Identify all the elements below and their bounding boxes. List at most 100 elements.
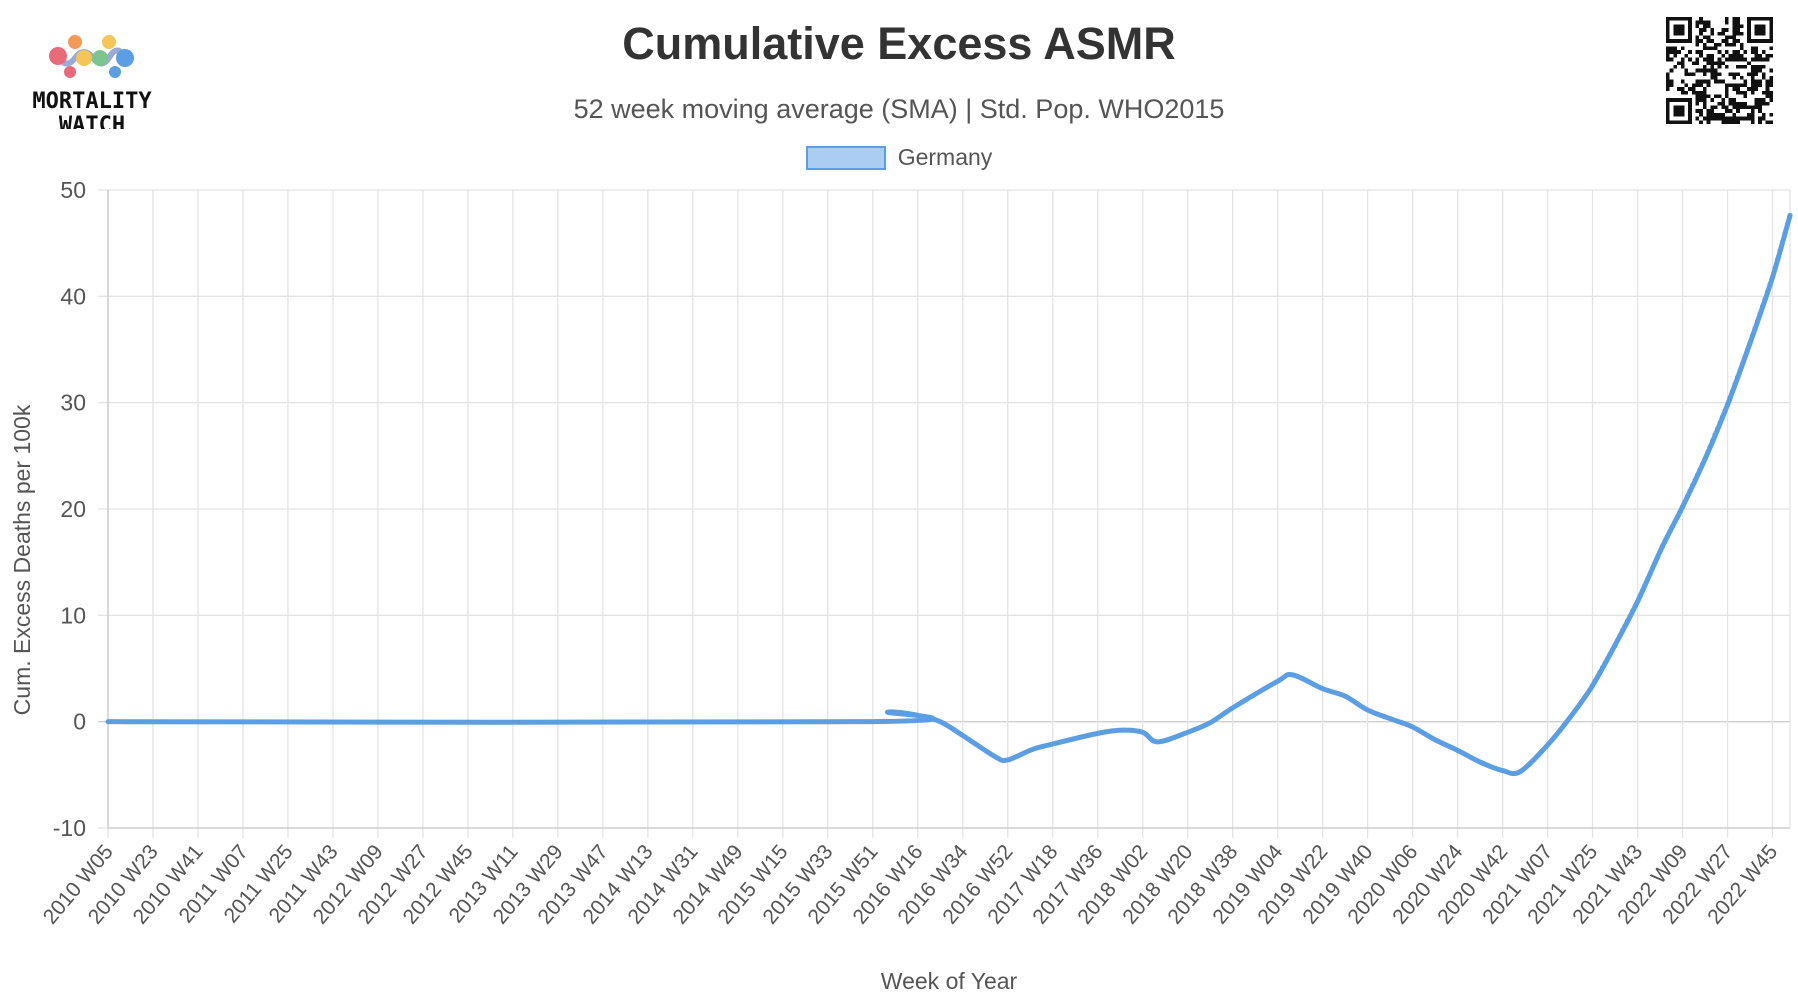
- series-point: [1592, 678, 1598, 684]
- series-point: [1637, 593, 1643, 599]
- series-point: [1677, 509, 1683, 515]
- y-tick-label: 40: [60, 283, 86, 309]
- series-point: [1682, 498, 1688, 505]
- series-point: [1717, 420, 1723, 426]
- y-tick-label: 0: [73, 709, 86, 735]
- y-tick-label: 10: [60, 602, 86, 628]
- y-tick-label: -10: [53, 815, 86, 841]
- series-point: [1742, 354, 1748, 360]
- x-axis-title: Week of Year: [881, 968, 1018, 994]
- series-point: [1702, 456, 1708, 462]
- legend-label[interactable]: Germany: [897, 144, 993, 170]
- series-point: [1667, 528, 1673, 535]
- series-point: [1732, 381, 1738, 387]
- series-point: [1687, 488, 1693, 494]
- series-point: [1719, 414, 1726, 420]
- series-point: [1602, 660, 1608, 666]
- series-point: [1652, 560, 1658, 566]
- series-point: [1664, 533, 1671, 539]
- y-axis: -10 0 10 20 30 40 50: [53, 177, 86, 841]
- series-point: [1689, 483, 1696, 489]
- series-point: [1622, 623, 1628, 629]
- series-point: [1647, 571, 1653, 577]
- series-point: [1617, 632, 1623, 639]
- series-point: [1644, 576, 1651, 582]
- series-point: [1722, 408, 1728, 414]
- logo-text-line1: MORTALITY: [32, 89, 152, 114]
- series-point: [1744, 347, 1751, 353]
- series-point: [1627, 613, 1633, 619]
- series-point: [1767, 281, 1773, 288]
- series-point: [1697, 467, 1703, 473]
- series-point: [1619, 627, 1626, 634]
- legend[interactable]: Germany: [0, 144, 1798, 171]
- mortality-watch-logo-icon: MORTALITY WATCH: [32, 35, 152, 129]
- series-point: [1594, 673, 1601, 680]
- series-point: [1597, 669, 1603, 675]
- series-point: [1787, 212, 1793, 219]
- series-point: [1649, 565, 1656, 571]
- series-point: [1694, 472, 1701, 478]
- series-point: [1599, 664, 1606, 671]
- series-point: [1659, 543, 1666, 549]
- series-point: [1734, 374, 1741, 380]
- series-point: [1779, 239, 1786, 245]
- y-tick-label: 20: [60, 496, 86, 522]
- series-point: [1782, 230, 1788, 236]
- series-point: [1662, 538, 1668, 544]
- series-point: [1707, 444, 1713, 450]
- series-point: [1737, 367, 1743, 374]
- series-point: [1709, 438, 1716, 444]
- series-point: [1607, 651, 1613, 657]
- chart-title: Cumulative Excess ASMR: [622, 18, 1176, 69]
- series-point: [1747, 340, 1753, 346]
- series-point: [1632, 603, 1638, 609]
- series-point: [1629, 608, 1636, 614]
- series-point: [1759, 303, 1766, 310]
- series-point: [1724, 402, 1731, 408]
- series-point: [1654, 554, 1661, 560]
- qr-code-icon: [1666, 17, 1773, 124]
- series-point: [1757, 311, 1763, 317]
- series-point: [1669, 523, 1676, 530]
- series-point: [1714, 426, 1721, 432]
- series-point: [1589, 682, 1596, 689]
- series-point: [1752, 325, 1758, 332]
- y-tick-label: 50: [60, 177, 86, 203]
- series-point: [1754, 318, 1761, 324]
- series-point: [1739, 361, 1746, 367]
- series-point: [1642, 582, 1648, 588]
- series-point: [1699, 461, 1706, 467]
- series-point: [1704, 450, 1711, 456]
- series-point: [1774, 256, 1781, 263]
- series-point: [1784, 221, 1791, 227]
- series-point: [1769, 274, 1776, 280]
- series-point: [1684, 493, 1691, 499]
- series-point: [1749, 333, 1756, 339]
- y-tick-label: 30: [60, 390, 86, 416]
- series-point: [1624, 618, 1631, 624]
- logo-text-line2: WATCH: [59, 113, 125, 129]
- series-point: [1692, 477, 1698, 483]
- series-point: [1604, 655, 1611, 662]
- series-point: [1657, 549, 1663, 555]
- y-axis-title: Cum. Excess Deaths per 100k: [9, 404, 35, 715]
- series-germany: [105, 212, 1793, 777]
- series-point: [1729, 388, 1736, 394]
- series-point: [1609, 646, 1616, 653]
- series-point: [1764, 289, 1771, 295]
- series-point: [1777, 248, 1783, 254]
- series-point: [1634, 598, 1641, 605]
- chart-grid: [98, 189, 1791, 838]
- series-point: [1772, 265, 1778, 271]
- series-point: [1712, 432, 1718, 438]
- series-point: [1612, 642, 1618, 648]
- series-point: [1614, 637, 1621, 643]
- legend-swatch[interactable]: [805, 145, 886, 170]
- chart-subtitle: 52 week moving average (SMA) | Std. Pop.…: [573, 94, 1225, 124]
- series-point: [1672, 519, 1678, 525]
- series-point: [1762, 296, 1768, 302]
- series-point: [1727, 395, 1733, 401]
